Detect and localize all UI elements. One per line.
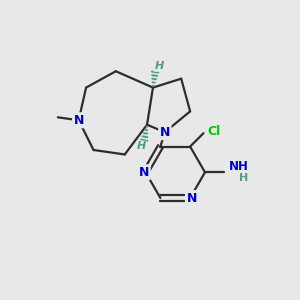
Text: N: N: [139, 166, 149, 179]
Text: N: N: [186, 191, 197, 205]
Text: H: H: [238, 172, 248, 183]
Text: NH: NH: [229, 160, 249, 173]
Text: H: H: [154, 61, 164, 71]
Text: H: H: [137, 141, 146, 151]
Text: N: N: [74, 114, 84, 127]
Text: Cl: Cl: [207, 125, 220, 138]
Text: N: N: [160, 126, 170, 139]
